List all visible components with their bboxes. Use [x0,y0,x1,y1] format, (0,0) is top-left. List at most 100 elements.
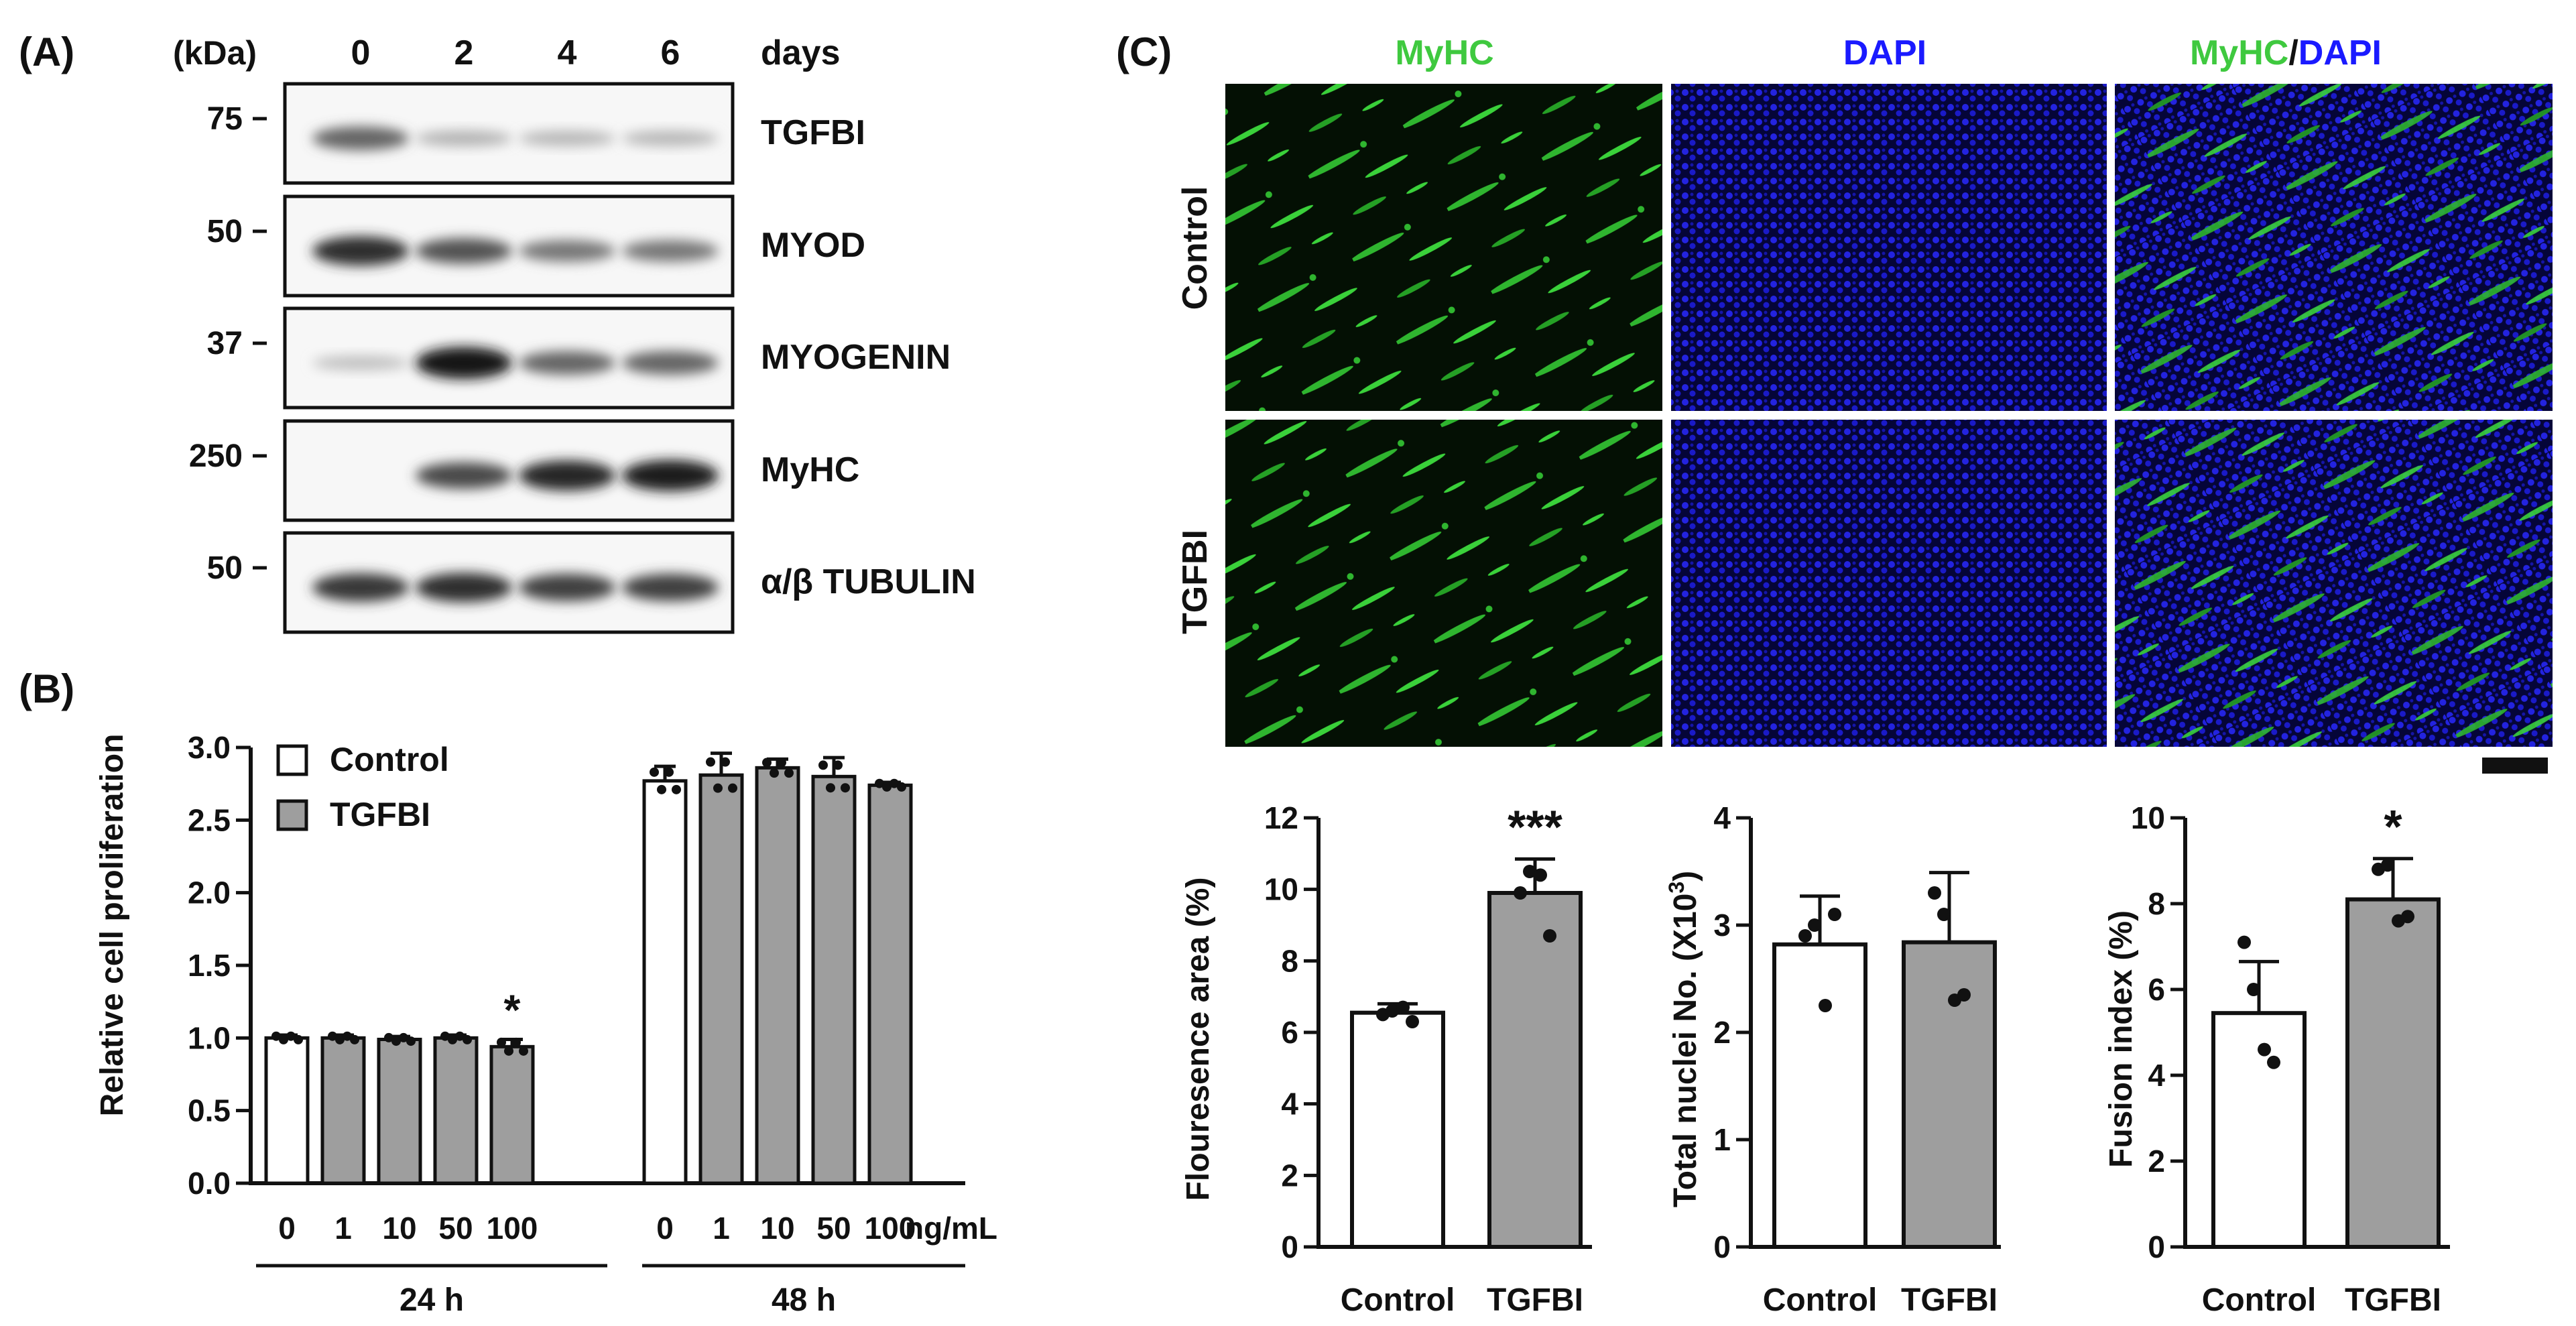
x-tick-label: 50 [438,1211,473,1246]
data-point [1828,908,1841,921]
data-point [1396,1000,1410,1014]
bar-24h-100 [489,1044,535,1185]
x-tick-label: Control [2202,1282,2317,1318]
data-point [882,782,892,792]
data-point [504,1046,513,1056]
legend-label-tgfbi: TGFBI [330,796,430,833]
data-point [497,1037,506,1047]
y-tick-label: 4 [1713,800,1731,835]
data-point [391,1036,401,1046]
legend-swatch-tgfbi [276,799,308,831]
data-point [2258,1042,2271,1057]
column-header-myhc: MyHC [1395,34,1493,72]
data-point [1937,908,1951,921]
data-point [2401,910,2414,924]
panel-b-label: (B) [19,666,74,711]
blot-strips: 75 TGFBI 50 MYOD 37 MYOGENIN 250 MyHC 50 α/β TUBU… [189,82,976,634]
data-point [455,1031,465,1041]
data-point [406,1036,416,1046]
molecular-weight-marker: 37 [207,326,243,361]
bar-24h-0 [264,1036,310,1185]
panel-b-proliferation-chart: (B) Relative cell proliferation 0.0 0.5 1.… [19,666,997,1318]
molecular-weight-marker: 50 [207,550,243,586]
blot-band [622,240,719,262]
lane-label-day-0: 0 [351,34,371,72]
y-tick-label: 2 [2148,1144,2165,1179]
y-axis-label: Fusion index (%) [2103,910,2139,1168]
blot-band [519,573,615,601]
blot-band [416,347,512,379]
data-point [1798,929,1812,943]
panel-c-immunofluorescence: (C) MyHC DAPI MyHC/DAPI Control TGFBI 0 2… [1116,29,2553,1318]
y-tick-label: 2 [1281,1158,1298,1193]
legend-swatch-control [276,744,308,776]
x-tick-label: Control [1341,1282,1455,1318]
lane-label-day-6: 6 [661,34,680,72]
protein-label: α/β TUBULIN [761,562,976,601]
panel-b-unit-label: ng/mL [905,1211,997,1246]
data-point [286,1031,296,1041]
data-point [511,1037,521,1047]
lane-labels: 0 2 4 6 [351,34,680,72]
y-tick-label: 0 [2148,1229,2165,1264]
data-point [350,1034,359,1044]
y-tick-label: 3.0 [188,730,231,765]
y-tick-label: 4 [2148,1058,2165,1093]
x-tick-label: 10 [760,1211,794,1246]
data-point [1534,868,1547,882]
data-point [279,1034,288,1044]
x-tick-label: TGFBI [1901,1282,1998,1318]
panel-b-ticks: 0.0 0.5 1.0 1.5 2.0 2.5 3.0 [188,730,251,1201]
y-tick-label: 2.5 [188,802,231,837]
x-tick-label: TGFBI [1487,1282,1583,1318]
blot-band [519,131,615,146]
data-point [343,1031,352,1041]
molecular-weight-marker: 250 [189,438,243,474]
x-tick-label: 0 [278,1211,296,1246]
bar-24h-1 [320,1036,366,1185]
y-tick-label: 8 [2148,886,2165,921]
bar-control [1350,1010,1445,1249]
panel-b-bars: 0 1 10 50 100 * 0 1 10 50 100 [264,751,916,1246]
bar-48h-10 [755,766,800,1185]
x-tick-label: Control [1763,1282,1878,1318]
scale-bar [2482,758,2548,774]
blot-band [312,236,409,266]
bar-48h-0 [642,779,688,1185]
data-point [399,1032,408,1042]
kda-header: (kDa) [173,34,257,72]
y-tick-label: 8 [1281,943,1298,978]
y-tick-label: 2.0 [188,876,231,910]
data-point [1928,886,1941,900]
panel-b-legend: Control TGFBI [276,741,449,833]
y-tick-label: 1.0 [188,1020,231,1055]
data-point [2237,935,2251,949]
data-point [713,783,723,793]
column-header-merge: MyHC/DAPI [2190,34,2382,72]
data-point [664,767,674,777]
data-point [841,783,850,793]
x-tick-label: 100 [865,1211,916,1246]
significance-marker: * [2384,800,2402,853]
data-point [384,1032,393,1042]
data-point [335,1034,345,1044]
panel-c-label: (C) [1116,29,1172,74]
blot-tgfbi: 75 TGFBI [207,82,865,185]
blot-band [312,573,409,602]
x-tick-label: TGFBI [2345,1282,2441,1318]
y-tick-label: 10 [1264,872,1298,907]
molecular-weight-marker: 50 [207,214,243,249]
micrograph-tgfbi-merge [2115,420,2553,747]
y-axis-label: Total nuclei No. (X103) [1664,871,1703,1207]
data-point [1957,988,1971,1002]
y-tick-label: 10 [2131,800,2165,835]
blot-band [416,130,512,147]
bar-tgfbi [2345,897,2441,1249]
x-tick-label: 10 [382,1211,416,1246]
y-tick-label: 12 [1264,800,1298,835]
data-point [721,757,730,767]
data-point [762,758,772,768]
legend-label-control: Control [330,741,449,778]
protein-label: TGFBI [761,113,865,152]
